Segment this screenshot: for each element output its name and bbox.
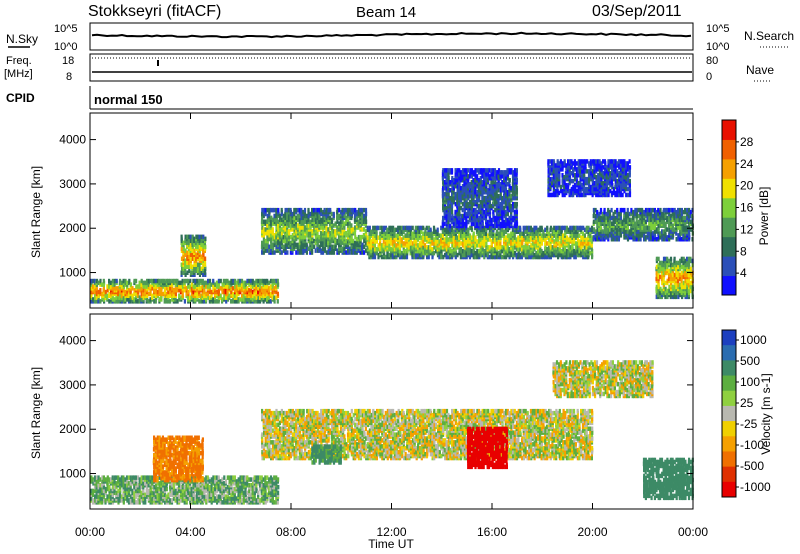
velocity-cbar-tick-2: 100 xyxy=(740,375,760,389)
velocity-echo-region-4 xyxy=(311,444,342,465)
nsky-tick-top-left: 10^5 xyxy=(54,23,78,35)
power-ytick-3: 4000 xyxy=(59,133,86,147)
freq-tick-bottom-left: 8 xyxy=(66,71,72,83)
nsky-tick-bottom-left: 10^0 xyxy=(54,41,78,53)
power-ytick-1: 2000 xyxy=(59,221,86,235)
power-cbar-tick-0: 4 xyxy=(740,266,747,280)
freq-unit-label: [MHz] xyxy=(4,68,33,80)
power-colorbar-label: Power [dB] xyxy=(757,187,771,246)
velocity-y-axis: 1000 2000 3000 4000 xyxy=(59,334,693,481)
velocity-ytick-2: 3000 xyxy=(59,378,86,392)
power-cbar-tick-5: 24 xyxy=(740,157,754,171)
station-title: Stokkseyri (fitACF) xyxy=(88,3,221,20)
nsky-trace xyxy=(91,31,692,39)
velocity-echo-region-3 xyxy=(466,426,508,470)
velocity-echo-region-1 xyxy=(152,435,204,483)
velocity-echo-region-2 xyxy=(260,408,594,461)
freq-tick-top-right: 80 xyxy=(706,55,718,67)
velocity-ytick-1: 2000 xyxy=(59,422,86,436)
cpid-value: normal 150 xyxy=(94,92,163,107)
power-y-axis: 1000 2000 3000 4000 xyxy=(59,133,693,280)
velocity-colorbar-label: Velocity [m s-1] xyxy=(759,373,773,454)
velocity-cbar-tick-5: -100 xyxy=(740,438,764,452)
power-cbar-tick-3: 16 xyxy=(740,201,754,215)
freq-label: Freq. xyxy=(6,55,32,67)
x-tick-2: 08:00 xyxy=(276,525,306,539)
x-tick-1: 04:00 xyxy=(175,525,205,539)
velocity-heatmap xyxy=(90,360,694,505)
freq-panel-frame xyxy=(89,53,694,82)
x-tick-5: 20:00 xyxy=(577,525,607,539)
velocity-ylabel: Slant Range [km] xyxy=(29,367,43,459)
velocity-echo-region-5 xyxy=(552,360,654,399)
power-ytick-0: 1000 xyxy=(59,266,86,280)
velocity-cbar-tick-4: -25 xyxy=(740,417,758,431)
velocity-cbar-tick-7: -1000 xyxy=(740,480,771,494)
power-ytick-2: 3000 xyxy=(59,177,86,191)
power-panel-frame xyxy=(89,112,694,309)
freq-tick-top-left: 18 xyxy=(62,55,74,67)
power-echo-region-4 xyxy=(592,207,694,242)
x-tick-4: 16:00 xyxy=(477,525,507,539)
beam-title: Beam 14 xyxy=(356,4,416,21)
velocity-ytick-3: 4000 xyxy=(59,334,86,348)
velocity-cbar-tick-6: -500 xyxy=(740,459,764,473)
power-echo-region-5 xyxy=(441,168,519,229)
time-x-axis: 00:00 04:00 08:00 12:00 16:00 20:00 00:00 xyxy=(75,113,708,539)
power-ylabel: Slant Range [km] xyxy=(29,166,43,258)
power-heatmap xyxy=(90,159,694,304)
nsky-tick-top-right: 10^5 xyxy=(706,23,730,35)
date-title: 03/Sep/2011 xyxy=(592,3,682,20)
velocity-echo-region-0 xyxy=(90,475,280,505)
velocity-ytick-0: 1000 xyxy=(59,467,86,481)
power-echo-region-2 xyxy=(260,207,368,255)
velocity-colorbar: 1000 500 100 25 -25 -100 -500 -1000 xyxy=(721,329,771,498)
power-echo-region-7 xyxy=(655,256,694,300)
x-axis-title: Time UT xyxy=(368,537,414,551)
power-echo-region-0 xyxy=(90,278,280,304)
velocity-cbar-tick-0: 1000 xyxy=(740,333,767,347)
power-echo-region-1 xyxy=(180,234,207,277)
nsky-panel-frame xyxy=(89,22,694,51)
nsky-label: N.Sky xyxy=(6,32,38,46)
nsearch-label: N.Search xyxy=(744,29,794,43)
freq-tick-bottom-right: 0 xyxy=(706,71,712,83)
velocity-echo-region-6 xyxy=(642,457,694,501)
cpid-label: CPID xyxy=(6,91,35,105)
velocity-cbar-tick-3: 25 xyxy=(740,396,754,410)
power-cbar-tick-2: 12 xyxy=(740,222,754,236)
power-cbar-tick-4: 20 xyxy=(740,179,754,193)
nsky-tick-bottom-right: 10^0 xyxy=(706,41,730,53)
power-echo-region-3 xyxy=(366,225,594,260)
x-tick-6: 00:00 xyxy=(678,525,708,539)
power-colorbar: 4 8 12 16 20 24 28 xyxy=(721,119,754,296)
power-cbar-tick-6: 28 xyxy=(740,135,754,149)
x-tick-0: 00:00 xyxy=(75,525,105,539)
power-cbar-tick-1: 8 xyxy=(740,244,747,258)
nave-label: Nave xyxy=(746,63,774,77)
velocity-cbar-tick-1: 500 xyxy=(740,354,760,368)
freq-spike xyxy=(157,60,159,66)
x-tick-3: 12:00 xyxy=(376,525,406,539)
power-echo-region-6 xyxy=(547,159,632,198)
